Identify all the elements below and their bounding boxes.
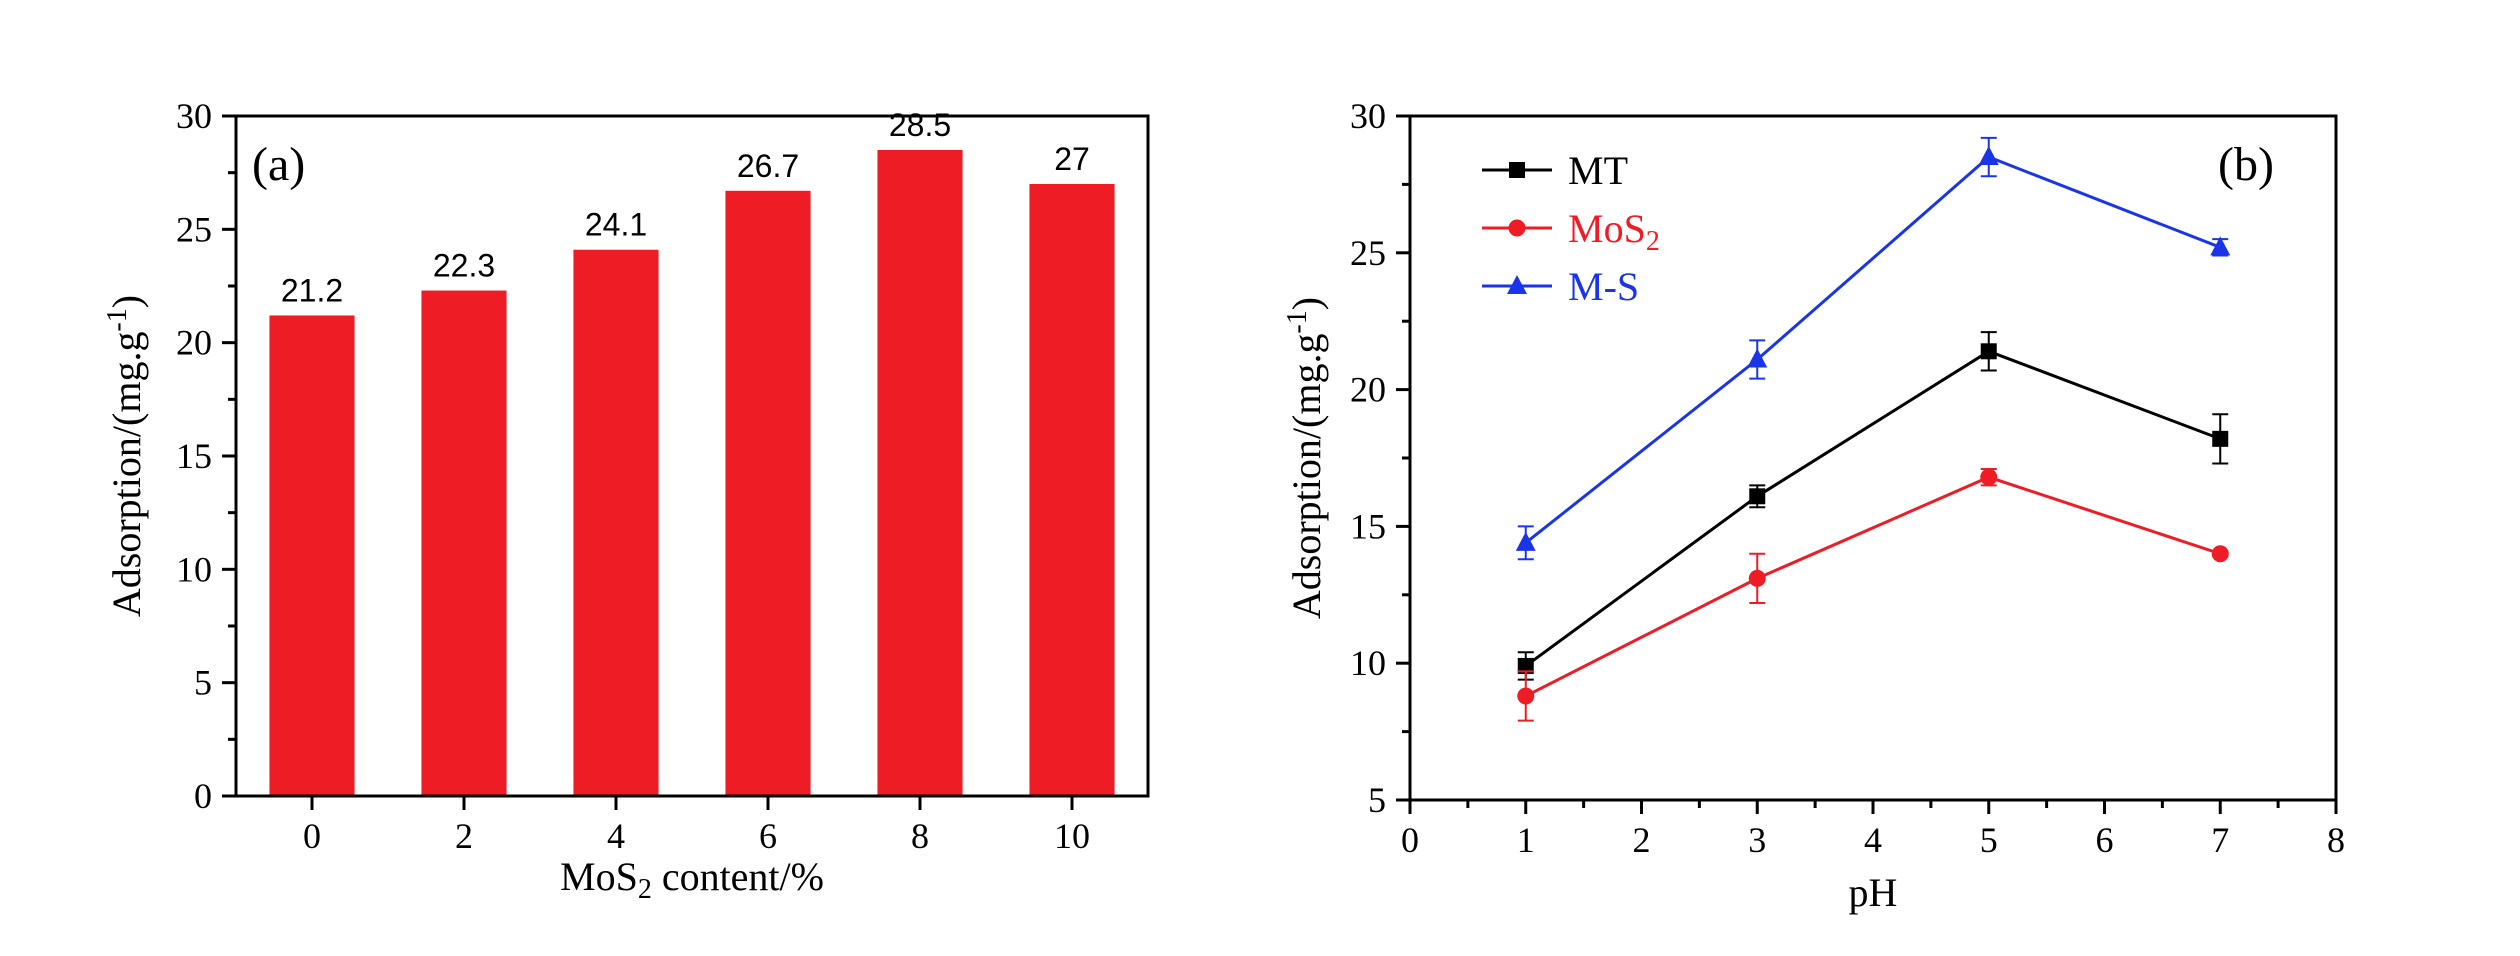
y-tick-label: 30 [1350,96,1386,136]
x-tick-label: 8 [2327,820,2345,860]
legend-marker [1507,275,1527,294]
y-tick-label: 15 [176,436,212,476]
bar-value-label: 28.5 [889,107,951,143]
x-tick-label: 10 [1054,816,1090,856]
x-tick-label: 0 [1401,820,1419,860]
y-tick-label: 20 [176,323,212,363]
data-point [1749,488,1766,505]
y-tick-label: 25 [176,209,212,249]
y-tick-label: 25 [1350,233,1386,273]
x-tick-label: 4 [1864,820,1882,860]
x-tick-label: 3 [1748,820,1766,860]
x-tick-label: 5 [1980,820,1998,860]
bar-value-label: 27 [1054,141,1090,177]
legend: MT MoS2 M-S [1482,148,1660,309]
x-tick-label: 1 [1517,820,1535,860]
y-tick-label: 5 [194,663,212,703]
bar-axes-ticks: 0 2 4 6 8 10 0 5 10 15 20 25 30 [176,96,1090,856]
bar-value-label: 26.7 [737,148,799,184]
bar-x-axis-title: MoS2 content/% [560,854,824,905]
y-tick-label: 20 [1350,370,1386,410]
bar-y-axis-title: Adsorption/(mg.g-1) [102,295,149,617]
x-tick-label: 6 [2096,820,2114,860]
data-point [1747,348,1768,368]
line-y-axis-title: Adsorption/(mg.g-1) [1282,297,1329,619]
x-tick-label: 8 [911,816,929,856]
line-series [1515,136,2231,722]
legend-label: MoS2 [1568,206,1660,257]
series-m-s [1515,136,2231,561]
y-tick-label: 5 [1368,780,1386,820]
line-axes-ticks: 0 1 2 3 4 5 6 7 8 5 10 15 20 25 30 [1350,96,2345,860]
y-tick-label: 10 [1350,643,1386,683]
x-tick-label: 2 [455,816,473,856]
series-line [1524,155,2221,544]
data-point [1978,146,1999,166]
y-tick-label: 0 [194,776,212,816]
series-line [1525,475,2221,698]
x-tick-label: 0 [303,816,321,856]
legend-item: MT [1482,148,1628,193]
line-plot-frame [1408,114,2338,802]
bar [1029,184,1115,796]
y-tick-label: 30 [176,96,212,136]
series-mos2 [1517,467,2229,722]
legend-marker [1509,162,1525,178]
x-tick-label: 2 [1633,820,1651,860]
line-x-axis-title: pH [1849,870,1898,915]
bar [573,249,659,796]
bar-series [269,150,1115,797]
legend-item: M-S [1482,264,1639,309]
bar-value-labels: 21.2 22.3 24.1 26.7 28.5 27 [281,107,1090,308]
bar-chart-panel: 21.2 22.3 24.1 26.7 28.5 27 0 2 4 6 8 10 0 5 10 15 20 25… [102,96,1150,905]
panel-label-b: (b) [2218,138,2274,191]
y-tick-label: 15 [1350,506,1386,546]
bar [421,290,507,796]
x-tick-label: 7 [2211,820,2229,860]
bar-value-label: 24.1 [585,207,647,243]
data-point [2211,545,2229,563]
data-point [1517,687,1535,705]
legend-marker [1508,219,1526,237]
series-mt [1517,331,2229,681]
y-tick-label: 10 [176,549,212,589]
data-point [2212,430,2229,447]
data-point [1515,531,1536,551]
data-point [1980,468,1998,486]
legend-label: M-S [1568,264,1639,309]
data-point [1517,657,1534,674]
legend-label: MT [1568,148,1628,193]
bar [877,150,963,796]
bar-value-label: 22.3 [433,248,495,284]
line-chart-panel: 0 1 2 3 4 5 6 7 8 5 10 15 20 25 30 (b) pH Adsorption/(… [1282,96,2345,915]
bar [725,190,811,797]
data-point [1980,343,1997,360]
bar [269,315,355,796]
bar-plot-frame [234,114,1150,798]
data-point [2210,236,2231,256]
x-tick-label: 4 [607,816,625,856]
data-point [1748,569,1766,587]
series-line [1524,349,2221,668]
bar-value-label: 21.2 [281,272,343,308]
panel-label-a: (a) [252,138,305,191]
x-tick-label: 6 [759,816,777,856]
legend-item: MoS2 [1482,206,1660,257]
